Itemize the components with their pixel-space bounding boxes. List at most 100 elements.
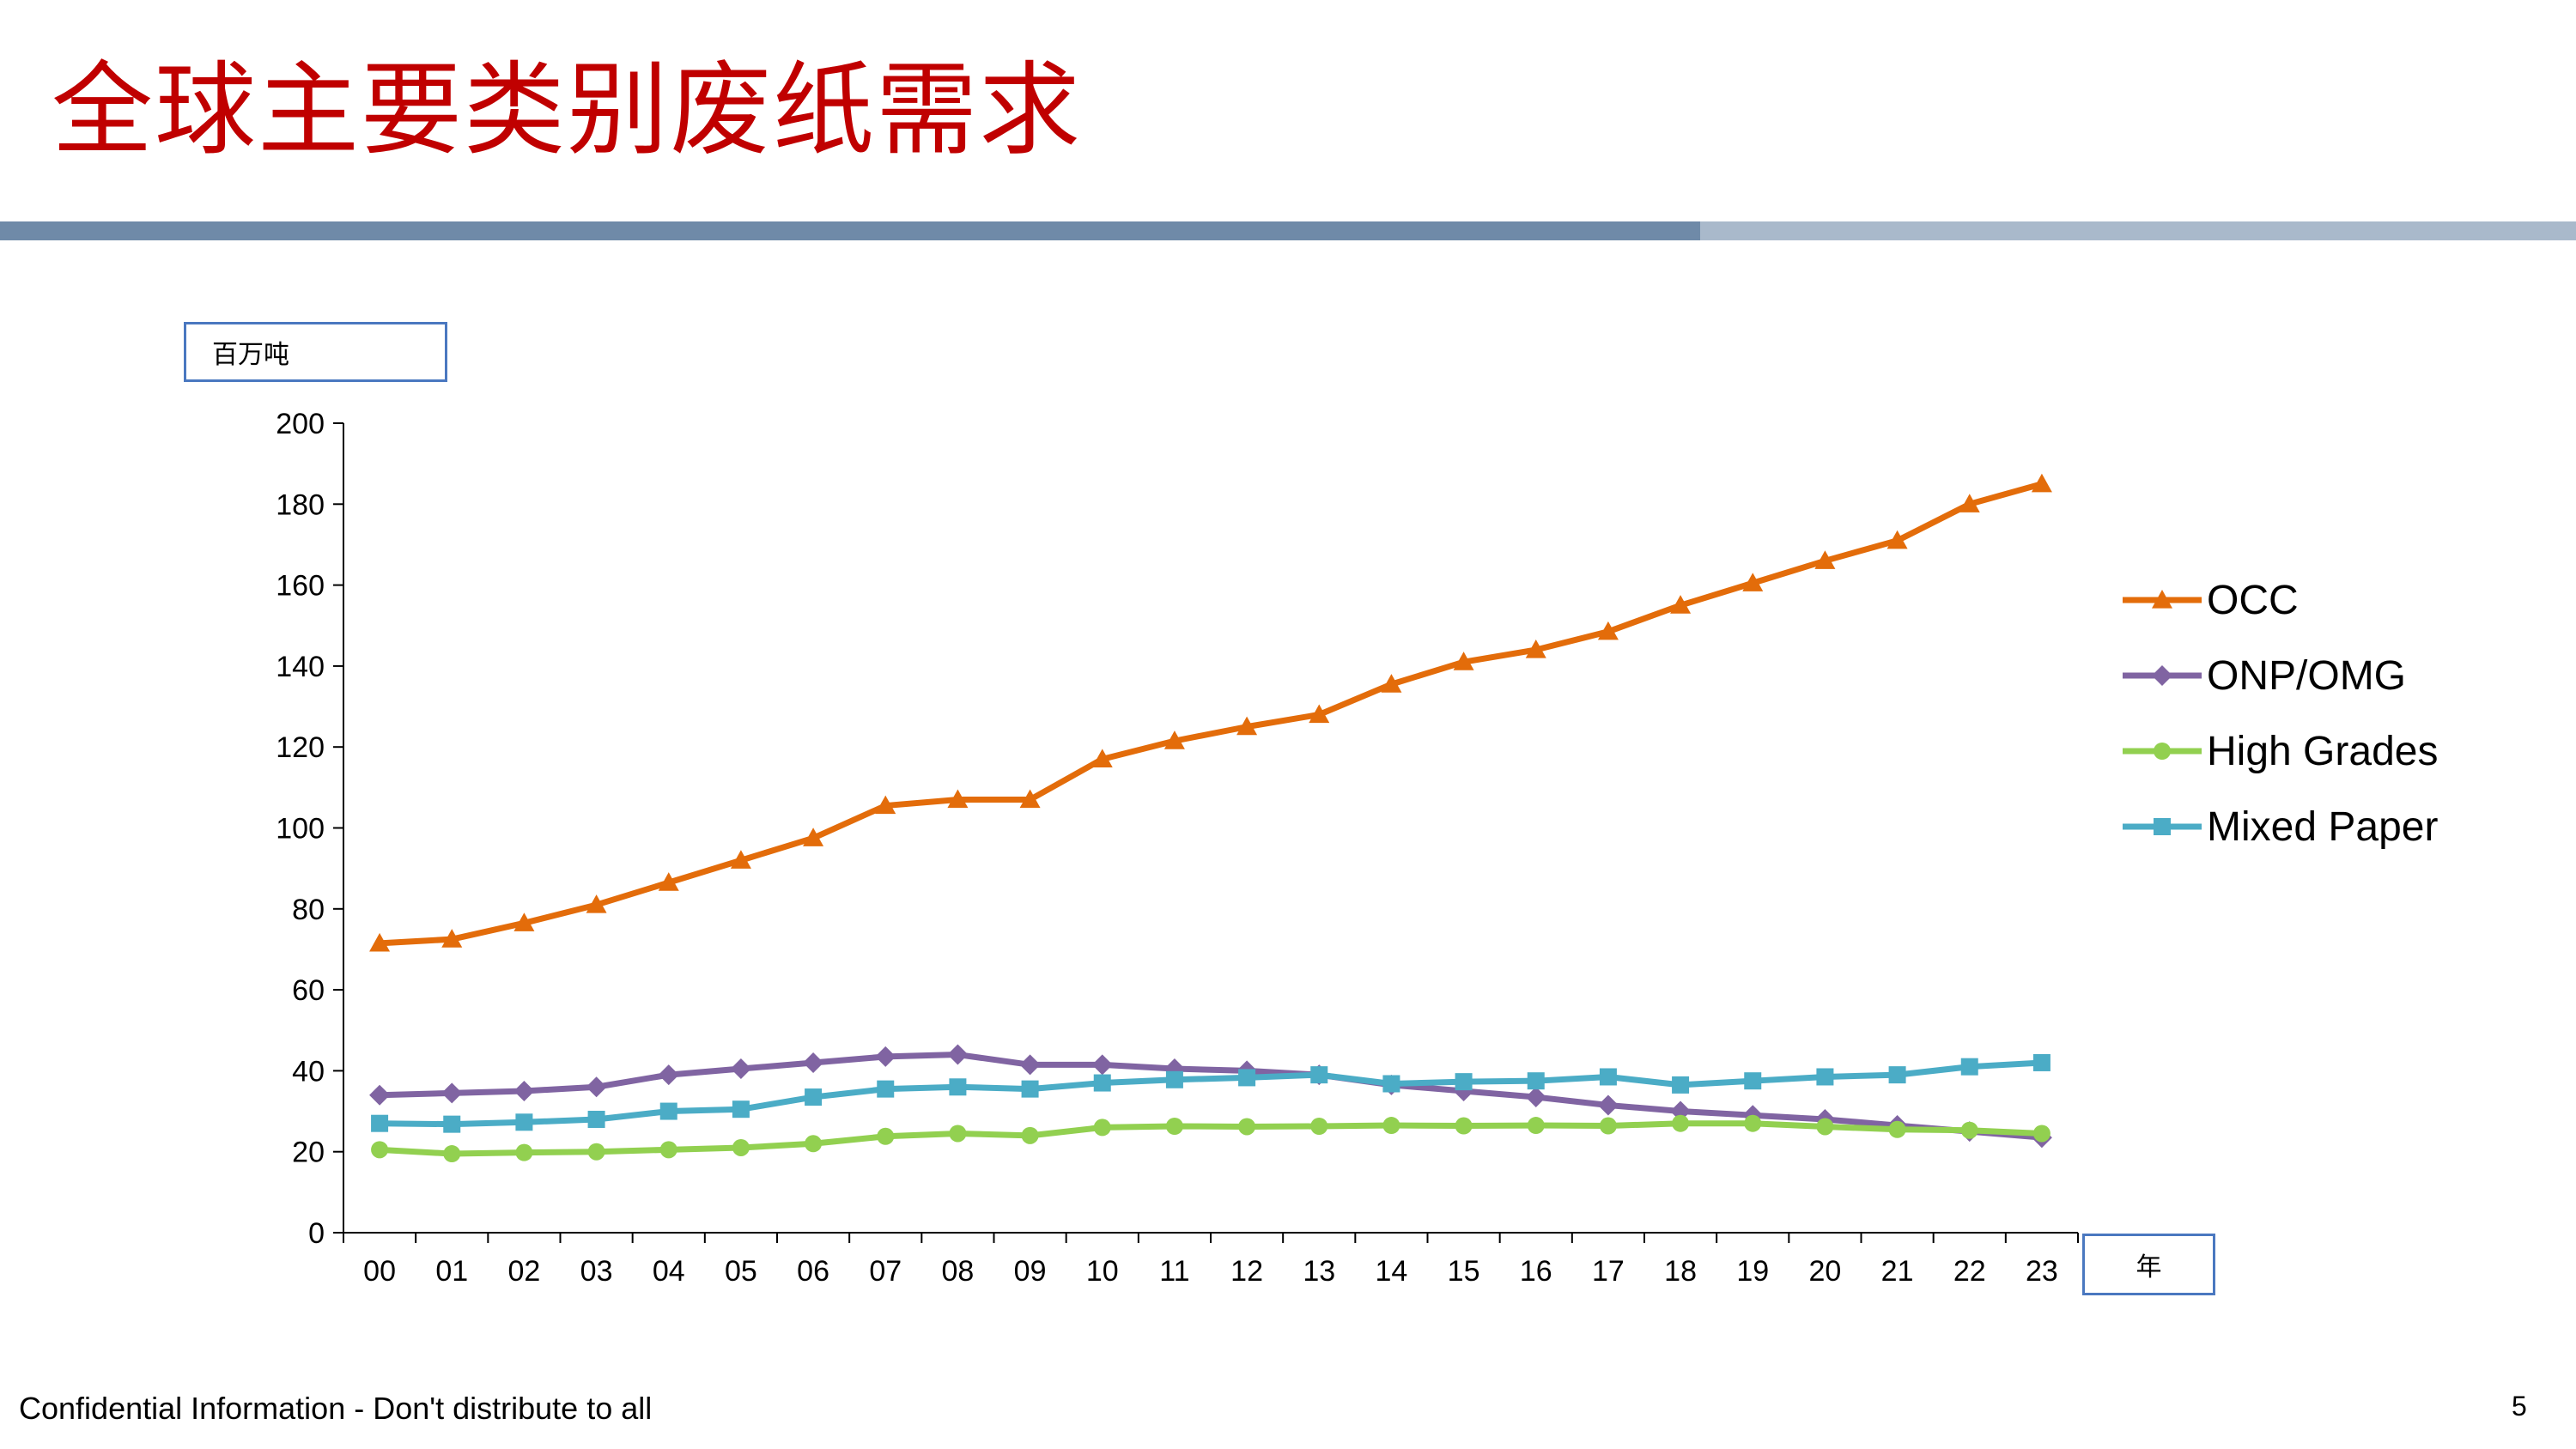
x-tick-label: 23 xyxy=(2026,1255,2058,1288)
data-point-high-grades xyxy=(1672,1114,1690,1132)
data-point-mixed-paper xyxy=(371,1114,389,1132)
x-tick-label: 13 xyxy=(1303,1255,1335,1288)
data-point-occ xyxy=(1597,621,1619,640)
legend-marker xyxy=(2154,743,2171,760)
legend: OCC ONP/OMG High Grades Mixed Paper xyxy=(2121,562,2438,864)
data-point-onp-omg xyxy=(369,1084,391,1106)
x-tick-label: 20 xyxy=(1809,1255,1842,1288)
x-tick-label: 05 xyxy=(725,1255,757,1288)
data-point-high-grades xyxy=(1527,1117,1545,1135)
data-point-mixed-paper xyxy=(1310,1066,1328,1084)
x-tick-label: 18 xyxy=(1664,1255,1697,1288)
data-point-high-grades xyxy=(1599,1117,1617,1135)
legend-label-onp-omg: ONP/OMG xyxy=(2207,652,2407,699)
data-point-high-grades xyxy=(587,1143,605,1161)
data-point-onp-omg xyxy=(1597,1094,1619,1116)
legend-marker xyxy=(2154,818,2171,835)
data-point-high-grades xyxy=(1382,1117,1400,1135)
legend-marker xyxy=(2152,665,2172,686)
x-tick-label: 19 xyxy=(1736,1255,1769,1288)
data-point-occ xyxy=(1019,789,1041,809)
data-point-onp-omg xyxy=(586,1076,607,1098)
series-line-high-grades xyxy=(379,1120,2043,1157)
data-point-occ xyxy=(586,894,607,913)
data-point-mixed-paper xyxy=(1599,1068,1617,1086)
y-tick-label: 80 xyxy=(292,894,325,926)
data-point-high-grades xyxy=(1310,1117,1328,1135)
y-tick-label: 40 xyxy=(292,1055,325,1088)
legend-swatch-onp-omg xyxy=(2123,665,2202,686)
data-point-mixed-paper xyxy=(1093,1074,1111,1092)
x-tick-label: 21 xyxy=(1881,1255,1914,1288)
slide-title: 全球主要类别废纸需求 xyxy=(52,51,1083,169)
y-tick-label: 100 xyxy=(276,813,325,846)
data-point-occ xyxy=(1959,494,1980,512)
data-point-mixed-paper xyxy=(2032,1053,2050,1071)
data-point-occ xyxy=(1525,640,1546,658)
data-point-high-grades xyxy=(1960,1121,1978,1139)
data-point-onp-omg xyxy=(441,1082,463,1104)
data-point-mixed-paper xyxy=(1960,1058,1978,1076)
data-point-high-grades xyxy=(1744,1114,1762,1132)
data-point-mixed-paper xyxy=(1165,1070,1183,1088)
data-point-mixed-paper xyxy=(877,1080,895,1098)
y-tick-label: 180 xyxy=(276,488,325,521)
data-point-onp-omg xyxy=(658,1064,679,1086)
data-point-mixed-paper xyxy=(443,1115,461,1133)
x-tick-label: 00 xyxy=(363,1255,396,1288)
data-point-high-grades xyxy=(659,1141,677,1159)
data-point-mixed-paper xyxy=(659,1102,677,1120)
x-axis-label-box: 年 xyxy=(2082,1234,2215,1295)
data-point-high-grades xyxy=(1238,1118,1256,1136)
data-point-occ xyxy=(441,929,463,948)
data-point-mixed-paper xyxy=(949,1078,967,1096)
series-line-occ xyxy=(379,481,2043,947)
data-point-occ xyxy=(1886,530,1908,549)
x-tick-label: 06 xyxy=(797,1255,829,1288)
data-point-occ xyxy=(947,789,969,809)
legend-label-occ: OCC xyxy=(2207,577,2299,623)
unit-label-box: 百万吨 xyxy=(184,322,447,382)
data-point-onp-omg xyxy=(1091,1054,1113,1076)
legend-swatch-mixed-paper xyxy=(2123,818,2202,835)
series-line-mixed-paper xyxy=(380,1059,2043,1128)
data-point-onp-omg xyxy=(1525,1087,1546,1108)
legend-label-mixed-paper: Mixed Paper xyxy=(2207,803,2439,850)
data-point-high-grades xyxy=(515,1143,533,1161)
data-point-occ xyxy=(730,850,751,869)
data-point-onp-omg xyxy=(875,1046,896,1067)
data-point-occ xyxy=(875,795,896,815)
data-point-mixed-paper xyxy=(732,1100,750,1119)
x-tick-label: 22 xyxy=(1953,1255,1986,1288)
title-band-light xyxy=(1700,221,2576,240)
data-point-high-grades xyxy=(371,1141,389,1159)
x-tick-label: 15 xyxy=(1448,1255,1480,1288)
data-point-mixed-paper xyxy=(587,1110,605,1128)
x-tick-label: 09 xyxy=(1014,1255,1047,1288)
legend-item-occ: OCC xyxy=(2121,562,2438,638)
data-point-occ xyxy=(803,828,824,846)
title-band-dark xyxy=(0,221,1700,240)
data-point-occ xyxy=(513,912,535,931)
data-point-mixed-paper xyxy=(1382,1075,1400,1093)
data-point-onp-omg xyxy=(513,1080,535,1101)
series-line-onp-omg xyxy=(379,1052,2043,1141)
data-point-mixed-paper xyxy=(805,1088,823,1106)
data-point-mixed-paper xyxy=(1527,1072,1545,1090)
data-point-mixed-paper xyxy=(1744,1072,1762,1090)
data-point-onp-omg xyxy=(1019,1054,1041,1076)
legend-label-high-grades: High Grades xyxy=(2207,728,2439,774)
x-tick-label: 02 xyxy=(508,1255,541,1288)
x-tick-label: 17 xyxy=(1592,1255,1625,1288)
legend-item-mixed-paper: Mixed Paper xyxy=(2121,789,2438,864)
data-point-mixed-paper xyxy=(1816,1068,1834,1086)
data-point-high-grades xyxy=(1455,1117,1473,1135)
data-point-high-grades xyxy=(805,1135,823,1153)
y-tick-label: 0 xyxy=(308,1217,325,1250)
data-point-onp-omg xyxy=(1670,1100,1692,1122)
y-tick-label: 20 xyxy=(292,1137,325,1169)
data-point-occ xyxy=(1163,731,1185,749)
data-point-mixed-paper xyxy=(515,1113,533,1131)
footer-confidential: Confidential Information - Don't distrib… xyxy=(19,1391,653,1426)
data-point-high-grades xyxy=(1888,1120,1906,1138)
